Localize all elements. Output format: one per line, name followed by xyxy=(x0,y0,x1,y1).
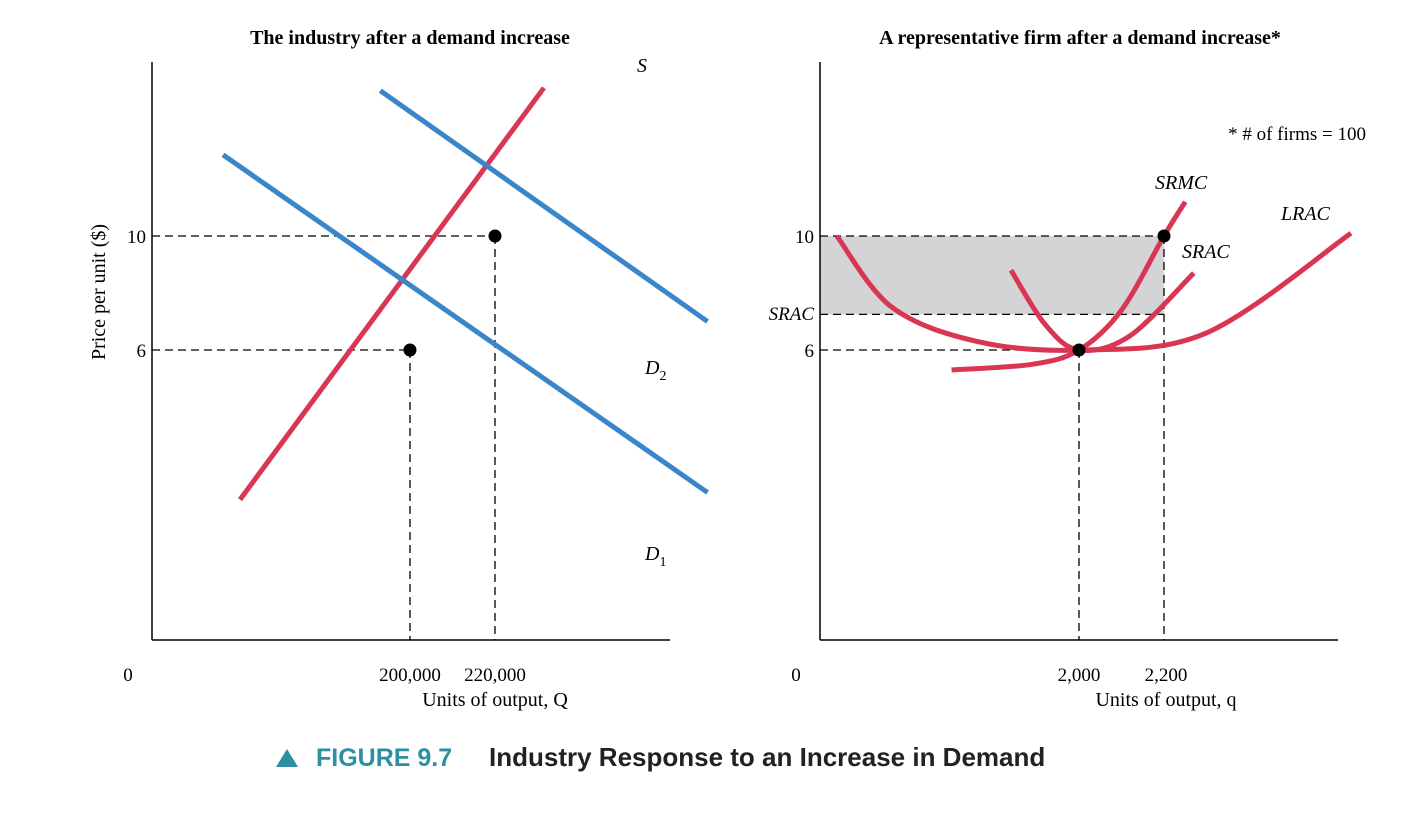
industry-equilibrium-points xyxy=(403,229,502,357)
profit-area xyxy=(820,236,1164,315)
demand-d2-label: D2 xyxy=(644,357,666,384)
firm-curve-lrac xyxy=(834,231,1353,353)
firm-y-tick-srac: SRAC xyxy=(769,304,815,325)
firm-x-axis-label: Units of output, q xyxy=(1095,689,1236,711)
firm-equilibrium-points xyxy=(1072,229,1171,357)
figure-caption: FIGURE 9.7 Industry Response to an Incre… xyxy=(276,742,1045,772)
industry-origin-label: 0 xyxy=(123,665,133,686)
industry-curve-d2 xyxy=(378,88,709,324)
figure-title: Industry Response to an Increase in Dema… xyxy=(489,742,1045,772)
firm-origin-label: 0 xyxy=(791,665,801,686)
firm-x-tick-2000: 2,000 xyxy=(1058,665,1101,686)
firm-y-tick-6: 6 xyxy=(805,341,815,362)
industry-chart: The industry after a demand increase Pri… xyxy=(88,27,709,711)
industry-curve-d1 xyxy=(221,152,709,495)
profit-rectangle xyxy=(820,236,1164,315)
industry-x-tick-200000: 200,000 xyxy=(379,665,441,686)
industry-x-axis-label: Units of output, Q xyxy=(422,689,568,711)
industry-y-tick-6: 6 xyxy=(137,341,147,362)
industry-curve-s xyxy=(237,86,546,502)
firm-equilibrium-point-0 xyxy=(1072,343,1086,357)
firm-chart: A representative firm after a demand inc… xyxy=(769,27,1366,711)
srmc-curve-label: SRMC xyxy=(1155,172,1208,194)
supply-curve-label: S xyxy=(637,55,647,77)
industry-guide-lines xyxy=(152,235,496,640)
industry-chart-title: The industry after a demand increase xyxy=(250,27,570,49)
firm-y-tick-10: 10 xyxy=(795,227,814,248)
industry-equilibrium-point-1 xyxy=(488,229,502,243)
firm-equilibrium-point-1 xyxy=(1157,229,1171,243)
industry-x-tick-220000: 220,000 xyxy=(464,665,526,686)
figure-number: FIGURE 9.7 xyxy=(316,744,452,772)
srac-curve-label: SRAC xyxy=(1182,241,1230,263)
industry-equilibrium-point-0 xyxy=(403,343,417,357)
industry-y-tick-10: 10 xyxy=(127,227,146,248)
firm-count-note: * # of firms = 100 xyxy=(1228,124,1366,145)
caption-triangle-icon xyxy=(276,749,298,767)
demand-d1-label: D1 xyxy=(644,543,666,570)
industry-curves xyxy=(221,86,709,502)
firm-x-tick-2200: 2,200 xyxy=(1145,665,1188,686)
lrac-curve-label: LRAC xyxy=(1280,203,1331,225)
y-axis-label: Price per unit ($) xyxy=(88,224,110,360)
firm-chart-title: A representative firm after a demand inc… xyxy=(879,27,1281,49)
